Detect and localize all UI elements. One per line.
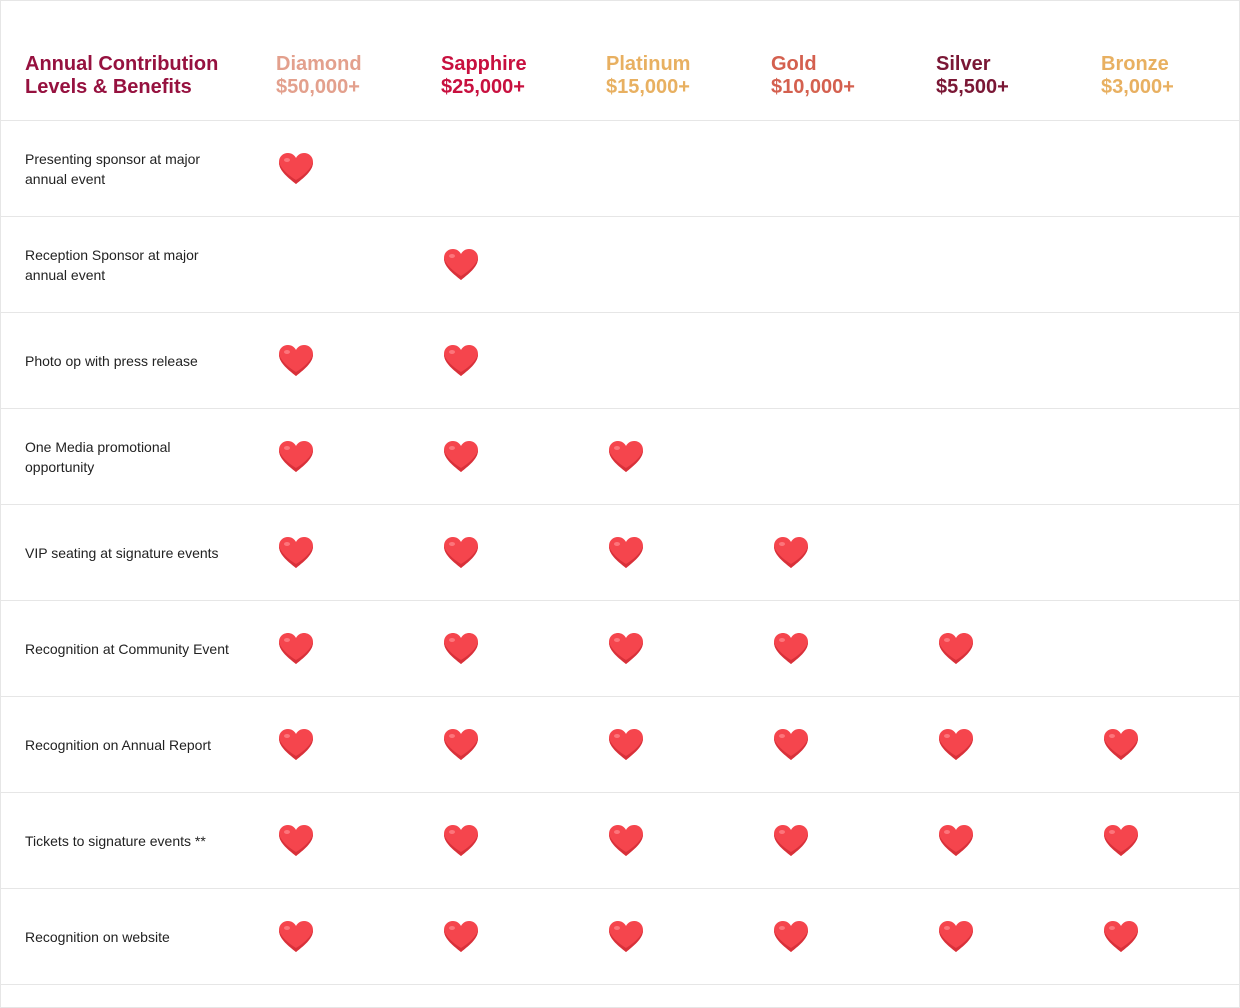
heart-icon <box>444 440 478 472</box>
heart-icon <box>279 728 313 760</box>
heart-icon <box>609 536 643 568</box>
tier-header-bronze: Bronze $3,000+ <box>1101 53 1174 99</box>
tier-amount: $15,000+ <box>606 76 690 98</box>
benefit-label: Presenting sponsor at major annual event <box>25 150 201 187</box>
tier-header-sapphire: Sapphire $25,000+ <box>441 53 527 99</box>
tier-name: Sapphire <box>441 53 527 75</box>
tier-amount: $50,000+ <box>276 76 360 98</box>
tier-name: Bronze <box>1101 53 1169 75</box>
benefit-row: VIP seating at signature events <box>1 505 1239 601</box>
tier-name: Platinum <box>606 53 691 75</box>
benefit-label: Recognition at Community Event <box>25 640 229 657</box>
tier-amount: $25,000+ <box>441 76 525 98</box>
heart-icon <box>609 440 643 472</box>
heart-icon <box>444 248 478 280</box>
benefit-row: Photo op with press release <box>1 313 1239 409</box>
heart-icon <box>279 152 313 184</box>
tier-header-silver: Silver $5,500+ <box>936 53 1009 99</box>
heart-icon <box>279 632 313 664</box>
heart-icon <box>444 632 478 664</box>
heart-icon <box>609 632 643 664</box>
benefit-row: Reception Sponsor at major annual event <box>1 217 1239 313</box>
table-title: Annual Contribution Levels & Benefits <box>25 53 245 99</box>
tier-name: Gold <box>771 53 817 75</box>
heart-icon <box>939 632 973 664</box>
table-header: Annual Contribution Levels & Benefits Di… <box>1 1 1239 121</box>
heart-icon <box>939 824 973 856</box>
benefit-row: Tickets to signature events ** <box>1 793 1239 889</box>
benefit-row: Recognition at Community Event <box>1 601 1239 697</box>
heart-icon <box>774 728 808 760</box>
heart-icon <box>939 728 973 760</box>
heart-icon <box>774 632 808 664</box>
benefit-label: One Media promotional opportunity <box>25 438 171 475</box>
tier-header-platinum: Platinum $15,000+ <box>606 53 690 99</box>
heart-icon <box>444 344 478 376</box>
heart-icon <box>1104 824 1138 856</box>
heart-icon <box>444 728 478 760</box>
heart-icon <box>1104 920 1138 952</box>
heart-icon <box>774 920 808 952</box>
tier-amount: $5,500+ <box>936 76 1009 98</box>
benefit-label: VIP seating at signature events <box>25 544 219 561</box>
heart-icon <box>279 344 313 376</box>
tier-header-diamond: Diamond $50,000+ <box>276 53 362 99</box>
benefit-label: Photo op with press release <box>25 352 198 369</box>
title-line-2: Levels & Benefits <box>25 76 192 98</box>
benefit-label: Reception Sponsor at major annual event <box>25 246 199 283</box>
heart-icon <box>279 440 313 472</box>
heart-icon <box>774 536 808 568</box>
benefit-row: Recognition on website <box>1 889 1239 985</box>
heart-icon <box>609 824 643 856</box>
heart-icon <box>444 824 478 856</box>
heart-icon <box>279 536 313 568</box>
heart-icon <box>939 920 973 952</box>
benefit-row: Recognition on Annual Report <box>1 697 1239 793</box>
heart-icon <box>444 920 478 952</box>
heart-icon <box>444 536 478 568</box>
tier-name: Diamond <box>276 53 362 75</box>
benefit-row: One Media promotional opportunity <box>1 409 1239 505</box>
heart-icon <box>609 920 643 952</box>
heart-icon <box>774 824 808 856</box>
benefit-label: Recognition on website <box>25 928 170 945</box>
benefit-label: Recognition on Annual Report <box>25 736 212 753</box>
tier-amount: $3,000+ <box>1101 76 1174 98</box>
benefit-row: Presenting sponsor at major annual event <box>1 121 1239 217</box>
tier-amount: $10,000+ <box>771 76 855 98</box>
tier-name: Silver <box>936 53 991 75</box>
tier-header-gold: Gold $10,000+ <box>771 53 855 99</box>
heart-icon <box>609 728 643 760</box>
heart-icon <box>279 824 313 856</box>
heart-icon <box>279 920 313 952</box>
title-line-1: Annual Contribution <box>25 53 219 75</box>
benefit-label: Tickets to signature events ** <box>25 832 206 849</box>
heart-icon <box>1104 728 1138 760</box>
